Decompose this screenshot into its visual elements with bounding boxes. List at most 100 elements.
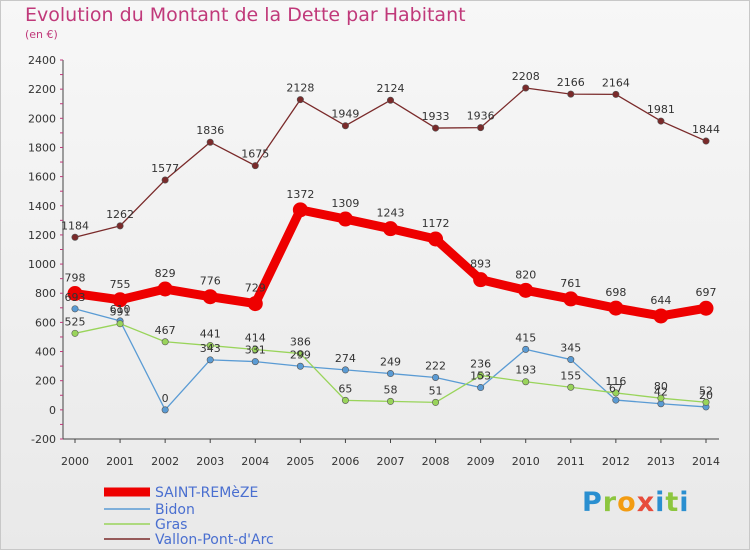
data-point xyxy=(473,272,489,288)
data-point xyxy=(292,202,308,218)
data-point xyxy=(522,84,530,92)
data-point xyxy=(341,122,349,130)
x-tick-label: 2010 xyxy=(512,455,540,468)
data-label: 820 xyxy=(515,268,536,281)
data-label: 591 xyxy=(110,306,131,319)
data-label: 1243 xyxy=(377,207,405,220)
data-label: 1933 xyxy=(422,110,450,123)
data-point xyxy=(477,371,485,379)
data-label: 153 xyxy=(470,370,491,383)
y-tick-label: 800 xyxy=(35,287,56,300)
y-tick-label: 400 xyxy=(35,346,56,359)
data-label: 299 xyxy=(290,348,311,361)
data-label: 829 xyxy=(155,267,176,280)
y-tick-label: 0 xyxy=(49,404,56,417)
legend-label: Bidon xyxy=(155,502,195,518)
data-point xyxy=(567,356,575,364)
data-point xyxy=(71,329,79,337)
data-point xyxy=(386,96,394,104)
data-point xyxy=(206,342,214,350)
y-tick-label: 1800 xyxy=(28,141,56,154)
data-point xyxy=(296,362,304,370)
data-label: 441 xyxy=(200,328,221,341)
chart-title: Evolution du Montant de la Dette par Hab… xyxy=(25,4,466,26)
data-label: 42 xyxy=(654,386,668,399)
data-point xyxy=(386,370,394,378)
data-label: 1309 xyxy=(331,197,359,210)
y-tick-label: 1400 xyxy=(28,200,56,213)
data-point xyxy=(296,96,304,104)
data-label: 386 xyxy=(290,336,311,349)
data-point xyxy=(612,396,620,404)
data-point xyxy=(247,296,263,312)
y-tick-label: 2200 xyxy=(28,83,56,96)
data-point xyxy=(161,176,169,184)
data-label: 58 xyxy=(384,383,398,396)
chart-subtitle: (en €) xyxy=(25,28,58,41)
y-tick-label: -200 xyxy=(31,433,56,446)
y-tick-label: 1200 xyxy=(28,229,56,242)
data-label: 222 xyxy=(425,359,446,372)
data-point xyxy=(518,282,534,298)
data-point xyxy=(653,308,669,324)
data-label: 729 xyxy=(245,282,266,295)
data-label: 80 xyxy=(654,380,668,393)
data-point xyxy=(657,117,665,125)
data-label: 236 xyxy=(470,357,491,370)
x-tick-label: 2002 xyxy=(151,455,179,468)
data-point xyxy=(522,378,530,386)
x-tick-label: 2006 xyxy=(331,455,359,468)
data-label: 698 xyxy=(605,286,626,299)
y-tick-label: 1000 xyxy=(28,258,56,271)
data-label: 2128 xyxy=(286,82,314,95)
data-point xyxy=(432,373,440,381)
data-label: 1675 xyxy=(241,148,269,161)
data-point xyxy=(341,396,349,404)
x-tick-label: 2005 xyxy=(286,455,314,468)
data-point xyxy=(428,231,444,247)
data-label: 1836 xyxy=(196,124,224,137)
data-label: 2208 xyxy=(512,70,540,83)
data-point xyxy=(202,289,218,305)
data-label: 249 xyxy=(380,356,401,369)
data-label: 1372 xyxy=(286,188,314,201)
data-point xyxy=(116,222,124,230)
data-label: 1981 xyxy=(647,103,675,116)
x-tick-label: 2000 xyxy=(61,455,89,468)
y-tick-label: 1600 xyxy=(28,171,56,184)
data-label: 2166 xyxy=(557,76,585,89)
data-label: 1844 xyxy=(692,123,720,136)
data-point xyxy=(251,345,259,353)
data-label: 1936 xyxy=(467,110,495,123)
data-point xyxy=(432,398,440,406)
data-point xyxy=(612,90,620,98)
data-label: 415 xyxy=(515,331,536,344)
data-label: 274 xyxy=(335,352,356,365)
data-label: 331 xyxy=(245,344,266,357)
data-label: 52 xyxy=(699,384,713,397)
data-label: 1184 xyxy=(61,219,89,232)
data-label: 155 xyxy=(560,369,581,382)
data-label: 798 xyxy=(65,272,86,285)
x-tick-label: 2008 xyxy=(422,455,450,468)
data-point xyxy=(296,350,304,358)
data-label: 345 xyxy=(560,342,581,355)
data-label: 51 xyxy=(429,384,443,397)
data-label: 193 xyxy=(515,364,536,377)
data-point xyxy=(477,124,485,132)
x-tick-label: 2003 xyxy=(196,455,224,468)
y-tick-label: 2000 xyxy=(28,112,56,125)
data-point xyxy=(157,281,173,297)
data-point xyxy=(567,90,575,98)
data-point xyxy=(657,394,665,402)
x-tick-label: 2001 xyxy=(106,455,134,468)
legend-label: Vallon-Pont-d'Arc xyxy=(155,532,274,548)
data-label: 2124 xyxy=(377,82,405,95)
data-point xyxy=(383,221,398,237)
data-label: 343 xyxy=(200,342,221,355)
x-tick-label: 2009 xyxy=(467,455,495,468)
legend-label: SAINT-REMèZE xyxy=(155,485,258,501)
x-tick-label: 2007 xyxy=(377,455,405,468)
data-label: 67 xyxy=(609,382,623,395)
